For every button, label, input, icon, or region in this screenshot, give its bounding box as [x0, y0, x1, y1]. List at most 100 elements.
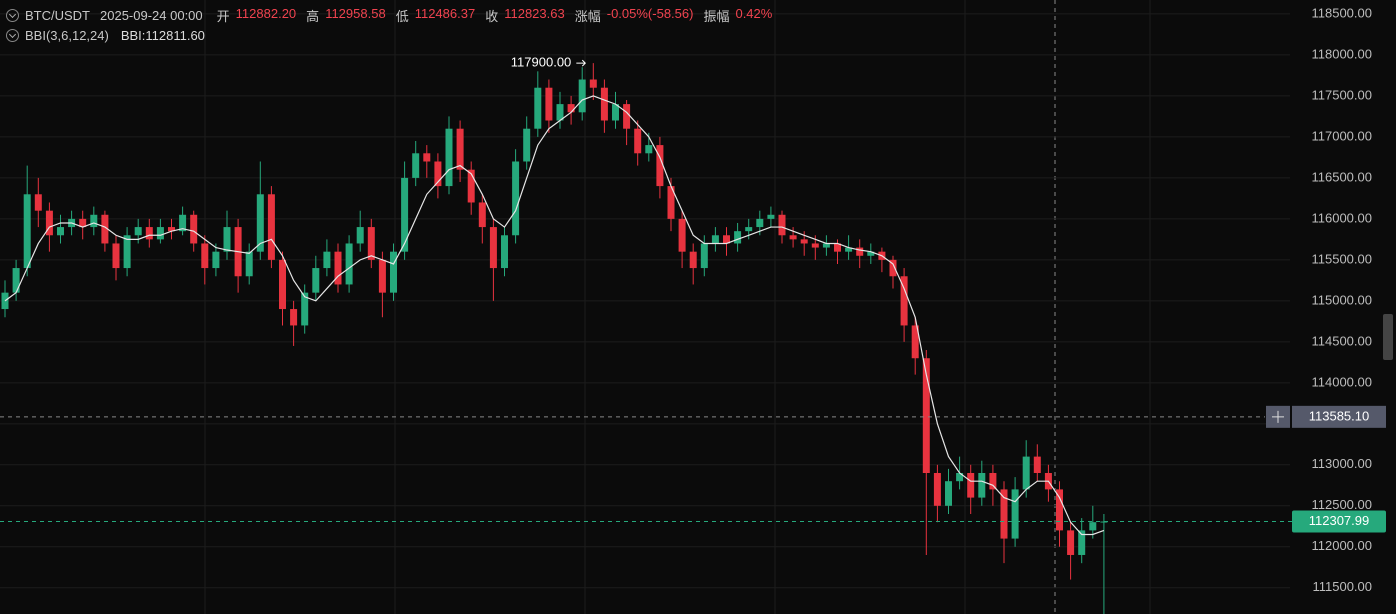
- y-tick-label: 114000.00: [1312, 374, 1373, 389]
- y-tick-label: 111500.00: [1312, 579, 1372, 594]
- candle-body: [123, 235, 131, 269]
- candle-body: [567, 104, 575, 113]
- candle-body: [667, 186, 675, 219]
- candle-body: [889, 259, 897, 277]
- y-tick-label: 118500.00: [1312, 5, 1373, 20]
- candle-body: [312, 268, 320, 293]
- candle-body: [811, 243, 819, 248]
- candle-body: [145, 227, 153, 240]
- y-tick-label: 113000.00: [1312, 456, 1373, 471]
- crosshair-price: 113585.10: [1309, 408, 1370, 423]
- candle-body: [412, 153, 420, 178]
- candle-body: [856, 247, 864, 256]
- candle-body: [978, 473, 986, 498]
- readout-value: -0.05%(-58.56): [606, 6, 694, 21]
- readout: 开 112882.20 高 112958.58 低 112486.37 收 112823.63…: [213, 6, 773, 25]
- candle-body: [545, 87, 553, 121]
- y-tick-label: 117500.00: [1312, 87, 1373, 102]
- candle-body: [822, 243, 830, 248]
- candle-body: [423, 153, 431, 162]
- candle-body: [501, 235, 508, 269]
- candle-body: [789, 235, 797, 240]
- crosshair-plus: [1272, 410, 1284, 423]
- candle-body: [134, 227, 142, 236]
- candle-body: [1056, 489, 1063, 531]
- readout-label: 低: [395, 9, 409, 24]
- candle-body: [578, 79, 586, 113]
- candle-body: [867, 251, 875, 256]
- readout-label: 振幅: [703, 9, 730, 24]
- crosshair-price-box: [1292, 405, 1386, 428]
- candle-body: [256, 194, 264, 252]
- collapse-icon[interactable]: [6, 29, 19, 42]
- candle-body: [933, 473, 941, 506]
- last-price: 112307.99: [1309, 513, 1370, 528]
- candle-body: [156, 227, 164, 240]
- header-line: BTC/USDT 2025-09-24 00:00 开 112882.20 高 112…: [6, 6, 772, 25]
- bbi-line: [4, 95, 1105, 536]
- candle-body: [45, 210, 53, 236]
- readout-value: 0.42%: [735, 6, 773, 21]
- candle-body: [911, 325, 919, 359]
- indicator-line: BBI(3,6,12,24) BBI:112811.60: [6, 28, 205, 43]
- candle-body: [1000, 489, 1008, 539]
- y-tick-label: 116000.00: [1312, 210, 1373, 225]
- readout-label: 开: [216, 9, 230, 24]
- y-tick-label: 117000.00: [1312, 128, 1373, 143]
- candle-body: [79, 218, 87, 228]
- candle-body: [523, 128, 531, 162]
- candle-body: [723, 235, 730, 244]
- candle-body: [301, 292, 309, 326]
- symbol: BTC/USDT: [25, 8, 90, 23]
- candle-body: [534, 87, 542, 129]
- candle-body: [989, 473, 997, 490]
- candle-body: [767, 214, 775, 219]
- readout-value: 112486.37: [414, 6, 476, 21]
- candle-body: [678, 218, 686, 252]
- candle-body: [323, 251, 331, 269]
- candle-body: [623, 104, 631, 129]
- readout-value: 112958.58: [325, 6, 386, 21]
- candle-body: [279, 259, 286, 310]
- candle-body: [201, 243, 209, 269]
- candle-body: [745, 227, 753, 232]
- indicator: BBI(3,6,12,24): [25, 28, 109, 43]
- candle-body: [845, 247, 853, 252]
- y-tick-label: 112000.00: [1312, 538, 1373, 553]
- candle-body: [290, 309, 298, 326]
- candle-body: [467, 169, 475, 203]
- candle-body: [401, 177, 409, 252]
- candle-body: [456, 128, 464, 170]
- candle-body: [345, 243, 353, 285]
- candle-body: [378, 259, 386, 293]
- collapse-icon[interactable]: [6, 9, 19, 22]
- candle-body: [179, 214, 187, 232]
- candle-body: [90, 214, 98, 228]
- readout-value: 112882.20: [235, 6, 297, 21]
- candle-body: [689, 251, 697, 269]
- last-price-box: [1292, 510, 1386, 533]
- candle-body: [23, 194, 31, 269]
- readout-value: 112823.63: [504, 6, 565, 21]
- candle-body: [434, 161, 442, 187]
- candle-body: [390, 251, 397, 293]
- candle-body: [967, 473, 975, 498]
- candle-body: [1033, 456, 1041, 474]
- candle-body: [101, 214, 109, 244]
- readout-label: 涨幅: [574, 9, 601, 24]
- y-tick-label: 118000.00: [1312, 46, 1373, 61]
- scroll-handle[interactable]: [1383, 314, 1393, 360]
- candle-body: [445, 128, 453, 187]
- candle-body: [645, 145, 653, 154]
- candle-body: [512, 161, 520, 236]
- candle-body: [589, 79, 597, 88]
- indicator-value: BBI:112811.60: [120, 28, 205, 43]
- candle-body: [945, 481, 952, 506]
- y-tick-label: 112500.00: [1312, 497, 1373, 512]
- candle-body: [1089, 522, 1097, 531]
- candle-body: [334, 251, 342, 285]
- candle-body: [223, 227, 231, 252]
- candle-body: [1067, 530, 1075, 555]
